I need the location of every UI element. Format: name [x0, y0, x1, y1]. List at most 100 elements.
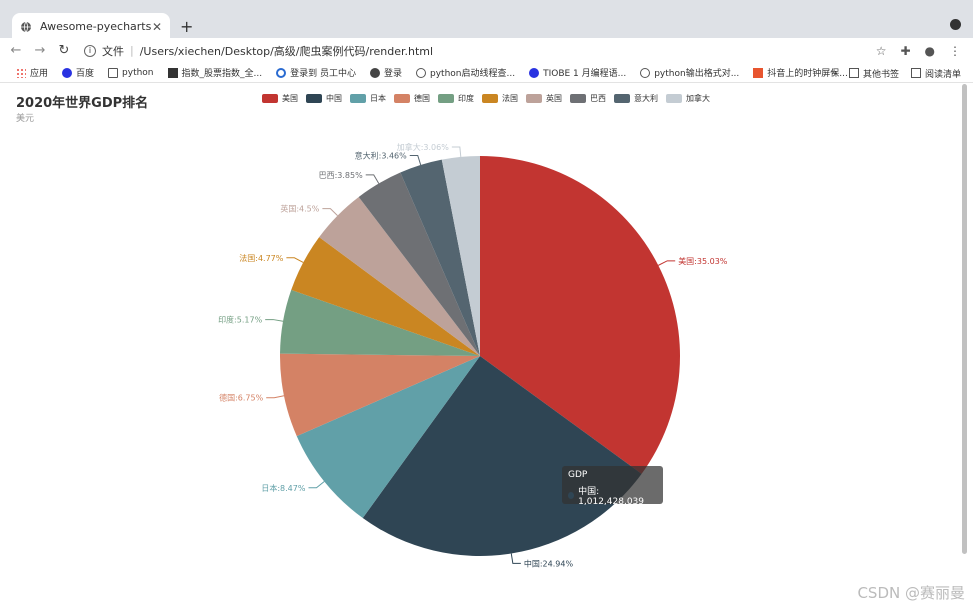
folder-icon — [108, 67, 119, 78]
more-bookmarks-icon[interactable]: » — [831, 68, 837, 78]
globe-icon — [21, 21, 31, 32]
tab-search-icon[interactable] — [950, 19, 961, 30]
legend-label: 德国 — [414, 94, 430, 103]
slice-label: 中国:24.94% — [524, 558, 574, 568]
slice-leader-line — [322, 208, 338, 217]
legend-item[interactable]: 加拿大 — [666, 93, 710, 104]
tooltip-text: 中国: 1,012,428.039 — [578, 487, 644, 507]
chart-title: 2020年世界GDP排名 — [16, 96, 149, 111]
browser-tab[interactable]: Awesome-pyecharts ✕ — [12, 13, 170, 40]
slice-leader-line — [286, 257, 304, 263]
bookmark-employee-center[interactable]: 登录到 员工中心 — [276, 66, 356, 79]
new-tab-icon[interactable]: + — [180, 17, 194, 36]
slice-leader-line — [365, 174, 380, 184]
bookmarks-bar: 应用 百度 python 指数_股票指数_全... 登录到 员工中心 登录 py… — [0, 63, 973, 83]
slice-label: 美国:35.03% — [678, 256, 728, 266]
extensions-icon[interactable]: ✚ — [900, 43, 911, 58]
bookmark-tiobe[interactable]: TIOBE 1 月编程语... — [529, 66, 626, 79]
pie-slice[interactable] — [319, 196, 480, 356]
bookmark-douyin[interactable]: 抖音上的时钟屏保... — [753, 66, 848, 79]
pie-slice[interactable] — [441, 156, 480, 356]
legend-label: 印度 — [458, 94, 474, 103]
legend-item[interactable]: 英国 — [526, 93, 562, 104]
page-scrollbar[interactable] — [962, 84, 967, 554]
site-favicon-icon — [640, 67, 651, 78]
slice-label: 印度:5.17% — [218, 315, 263, 325]
pie-slice[interactable] — [400, 159, 480, 356]
legend-swatch — [394, 94, 410, 103]
avatar-icon[interactable]: ● — [924, 43, 935, 58]
chart-subtitle: 美元 — [16, 114, 35, 124]
slice-label: 日本:8.47% — [261, 483, 306, 493]
close-tab-icon[interactable]: ✕ — [151, 19, 162, 34]
legend-item[interactable]: 日本 — [350, 93, 386, 104]
reading-list[interactable]: 阅读清单 — [910, 67, 961, 80]
site-favicon-icon — [416, 67, 426, 78]
pie-chart: 美国:35.03% 中国:24.94% 日本:8.47% 德国:6.75% 印度:5.1… — [218, 142, 728, 568]
folder-icon — [848, 68, 859, 78]
star-icon[interactable]: ☆ — [875, 43, 887, 58]
legend-label: 加拿大 — [686, 94, 710, 103]
slice-label: 加拿大:3.06% — [397, 142, 450, 152]
pie-slice[interactable] — [280, 353, 480, 437]
legend-item[interactable]: 中国 — [306, 93, 342, 104]
site-favicon-icon — [167, 67, 178, 78]
browser-tab-strip: Awesome-pyecharts ✕ + — [0, 0, 973, 40]
legend-swatch — [438, 94, 454, 103]
forward-icon[interactable]: → — [34, 43, 46, 58]
address-separator: | — [130, 44, 134, 57]
tab-title: Awesome-pyecharts — [40, 20, 152, 33]
pie-slice[interactable] — [480, 156, 680, 474]
pie-slice[interactable] — [358, 172, 480, 356]
address-bar[interactable]: i 文件 | /Users/xiechen/Desktop/高级/爬虫案例代码/… — [84, 41, 876, 61]
slice-leader-line — [266, 395, 285, 399]
pie-slice[interactable] — [296, 356, 480, 519]
c-favicon-icon — [753, 67, 764, 78]
reload-icon[interactable]: ↻ — [58, 43, 70, 58]
tooltip-title: GDP — [568, 470, 588, 480]
bookmark-baidu[interactable]: 百度 — [62, 66, 94, 79]
legend-label: 巴西 — [590, 94, 606, 103]
back-icon[interactable]: ← — [10, 43, 22, 58]
legend-item[interactable]: 意大利 — [614, 93, 658, 104]
legend-item[interactable]: 法国 — [482, 93, 518, 104]
slice-label: 德国:6.75% — [219, 393, 264, 403]
apps-grid-icon — [16, 67, 26, 78]
pie-slice[interactable] — [280, 289, 480, 356]
bookmark-python[interactable]: python — [108, 67, 154, 78]
pie-slice[interactable] — [291, 237, 480, 356]
legend-label: 意大利 — [634, 94, 658, 103]
legend-label: 法国 — [502, 94, 518, 103]
address-url: /Users/xiechen/Desktop/高级/爬虫案例代码/render.… — [139, 44, 434, 58]
legend-item[interactable]: 印度 — [438, 93, 474, 104]
chart-legend: 美国 中国 日本 德国 印度 法国 英国 巴西 意大利 加拿大 — [262, 93, 718, 104]
legend-item[interactable]: 美国 — [262, 93, 298, 104]
legend-label: 日本 — [370, 94, 386, 103]
slice-leader-line — [308, 481, 325, 489]
legend-label: 美国 — [282, 94, 298, 103]
slice-leader-line — [451, 146, 462, 157]
bookmark-python-format[interactable]: python输出格式对... — [640, 66, 739, 79]
legend-item[interactable]: 巴西 — [570, 93, 606, 104]
chart-page: 美国:35.03% 中国:24.94% 日本:8.47% 德国:6.75% 印度:5.1… — [0, 84, 973, 609]
legend-item[interactable]: 德国 — [394, 93, 430, 104]
legend-swatch — [262, 94, 278, 103]
slice-leader-line — [409, 154, 422, 166]
legend-swatch — [306, 94, 322, 103]
info-icon[interactable]: i — [84, 44, 96, 57]
bookmark-apps[interactable]: 应用 — [16, 66, 48, 79]
legend-swatch — [482, 94, 498, 103]
pie-slice[interactable] — [362, 356, 642, 556]
legend-swatch — [614, 94, 630, 103]
baidu-paw-icon — [62, 67, 73, 78]
bookmark-index[interactable]: 指数_股票指数_全... — [167, 66, 262, 79]
bookmark-login[interactable]: 登录 — [369, 66, 402, 79]
legend-label: 英国 — [546, 94, 562, 103]
menu-icon[interactable]: ⋮ — [949, 43, 961, 58]
slice-label: 英国:4.5% — [280, 204, 319, 214]
slice-leader-line — [510, 553, 521, 564]
bookmark-python-thread[interactable]: python启动线程查... — [416, 66, 515, 79]
legend-swatch — [350, 94, 366, 103]
other-bookmarks[interactable]: 其他书签 — [848, 67, 899, 80]
browser-toolbar: ← → ↻ i 文件 | /Users/xiechen/Desktop/高级/爬… — [0, 38, 973, 63]
